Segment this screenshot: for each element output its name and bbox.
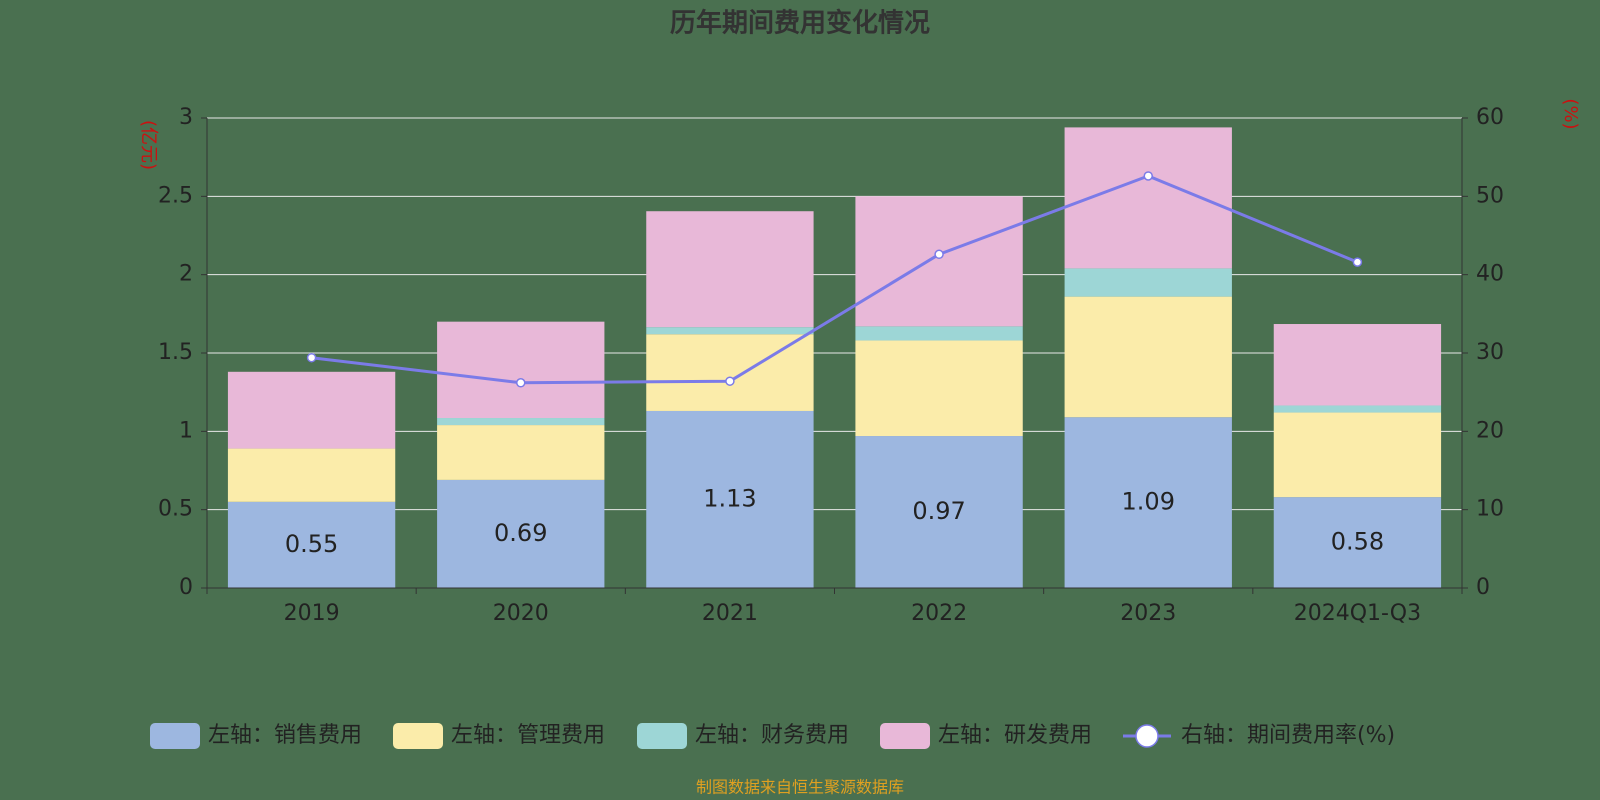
y2-tick-label: 20 xyxy=(1476,418,1504,443)
data-label: 0.58 xyxy=(1331,528,1384,556)
legend-label: 左轴：销售费用 xyxy=(208,723,362,748)
data-label: 1.09 xyxy=(1122,488,1175,516)
bar-segment xyxy=(646,211,814,328)
bar-segment xyxy=(1273,412,1442,498)
x-tick-label: 2024Q1-Q3 xyxy=(1294,601,1421,626)
bar-segment xyxy=(1064,417,1232,588)
line-point xyxy=(306,352,317,363)
bar-segment xyxy=(855,340,1023,437)
y2-tick-label: 30 xyxy=(1476,340,1504,365)
line-point xyxy=(725,376,735,386)
x-tick-label: 2023 xyxy=(1120,601,1176,626)
bar-segment xyxy=(855,196,1023,327)
bar-segment xyxy=(227,371,396,449)
legend-swatch xyxy=(880,723,930,749)
data-label: 1.13 xyxy=(703,484,756,512)
line-point xyxy=(516,378,526,388)
bar-segment xyxy=(227,448,396,502)
data-label: 0.97 xyxy=(912,497,965,525)
bar-segment xyxy=(855,436,1023,588)
x-tick-label: 2021 xyxy=(702,601,758,626)
bar-segment xyxy=(437,418,605,426)
y2-tick-label: 10 xyxy=(1476,497,1504,522)
legend-swatch xyxy=(393,723,443,749)
legend-label: 左轴：管理费用 xyxy=(451,723,605,748)
x-tick-label: 2022 xyxy=(911,601,967,626)
bar-segment xyxy=(437,321,605,419)
bar-segment xyxy=(1273,324,1442,406)
y2-tick-label: 40 xyxy=(1476,262,1504,287)
legend-marker xyxy=(1135,724,1159,748)
y-tick-label: 1.5 xyxy=(158,340,193,365)
y2-tick-label: 0 xyxy=(1476,575,1490,600)
line-point xyxy=(1352,257,1363,267)
legend-label: 右轴：期间费用率(%) xyxy=(1181,723,1395,748)
chart-title: 历年期间费用变化情况 xyxy=(670,8,930,39)
bar-segment xyxy=(1273,405,1442,413)
legend-swatch xyxy=(150,723,200,749)
y-tick-label: 2 xyxy=(179,262,193,287)
legend-swatch xyxy=(637,723,687,749)
data-label: 0.69 xyxy=(494,519,547,547)
legend-label: 左轴：财务费用 xyxy=(695,723,849,748)
bar-segment xyxy=(437,425,605,480)
y-tick-label: 2.5 xyxy=(158,183,193,208)
bar-segment xyxy=(437,479,605,588)
bar-segment xyxy=(227,501,396,588)
y2-tick-label: 50 xyxy=(1476,183,1504,208)
line-point xyxy=(1143,171,1153,181)
x-tick-label: 2019 xyxy=(284,601,340,626)
x-tick-label: 2020 xyxy=(493,601,549,626)
y-tick-label: 0.5 xyxy=(158,497,193,522)
line-point xyxy=(934,249,944,260)
source-note: 制图数据来自恒生聚源数据库 xyxy=(696,778,904,797)
y-tick-label: 0 xyxy=(179,575,193,600)
bar-segment xyxy=(1064,268,1232,297)
y-tick-label: 1 xyxy=(179,418,193,443)
line-series xyxy=(311,174,1358,385)
y2-tick-label: 60 xyxy=(1476,105,1504,130)
bar-segment xyxy=(646,410,814,588)
y-axis-label: (亿元) xyxy=(138,120,159,170)
bar-segment xyxy=(1064,296,1232,418)
legend-label: 左轴：研发费用 xyxy=(938,723,1092,748)
bar-segment xyxy=(1273,497,1442,588)
bar-segment xyxy=(855,326,1023,341)
y-tick-label: 3 xyxy=(179,105,193,130)
data-label: 0.55 xyxy=(285,530,338,558)
bar-segment xyxy=(646,327,814,335)
y2-axis-label: (%) xyxy=(1560,98,1581,129)
